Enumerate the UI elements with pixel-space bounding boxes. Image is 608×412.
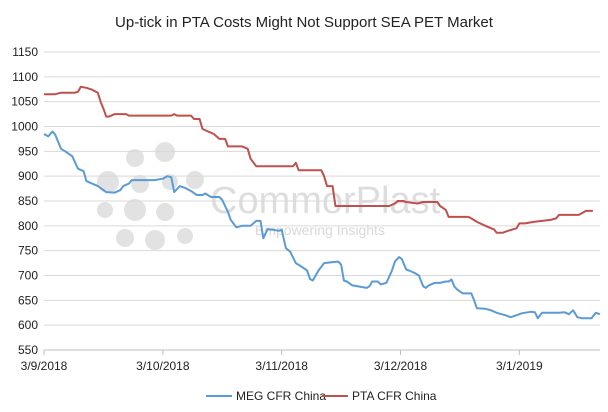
y-tick-label: 1150 — [12, 45, 38, 59]
y-tick-label: 900 — [18, 169, 38, 183]
y-tick-label: 1000 — [11, 120, 38, 134]
series-line-pta-cfr-china — [44, 85, 593, 234]
x-tick-label: 3/9/2018 — [21, 359, 68, 373]
series-line-meg-cfr-china — [43, 130, 601, 320]
legend: MEG CFR China PTA CFR China — [206, 389, 437, 403]
chart-title: Up-tick in PTA Costs Might Not Support S… — [115, 14, 494, 31]
y-tick-label: 700 — [18, 269, 38, 283]
y-tick-label: 650 — [18, 293, 38, 307]
y-tick-label: 850 — [18, 194, 38, 208]
y-tick-label: 600 — [18, 318, 38, 332]
y-tick-label: 1100 — [12, 70, 38, 84]
y-tick-label: 1050 — [11, 95, 38, 109]
x-tick-label: 3/1/2019 — [496, 359, 543, 373]
gridlines — [44, 51, 600, 326]
y-tick-label: 800 — [18, 219, 38, 233]
y-tick-label: 950 — [18, 144, 38, 158]
x-axis-ticks: 3/9/2018 3/10/2018 3/11/2018 3/12/2018 3/1/2… — [21, 350, 543, 373]
legend-label: MEG CFR China — [236, 389, 326, 403]
x-tick-label: 3/10/2018 — [136, 359, 190, 373]
legend-label: PTA CFR China — [352, 389, 437, 403]
y-tick-label: 750 — [18, 244, 38, 258]
x-tick-label: 3/11/2018 — [255, 359, 308, 373]
x-tick-label: 3/12/2018 — [374, 359, 428, 373]
y-axis-ticks: 550 600 650 700 750 800 850 900 950 1000 1050 1100 1… — [11, 45, 38, 357]
series-lines — [43, 85, 601, 320]
y-tick-label: 550 — [18, 343, 38, 357]
